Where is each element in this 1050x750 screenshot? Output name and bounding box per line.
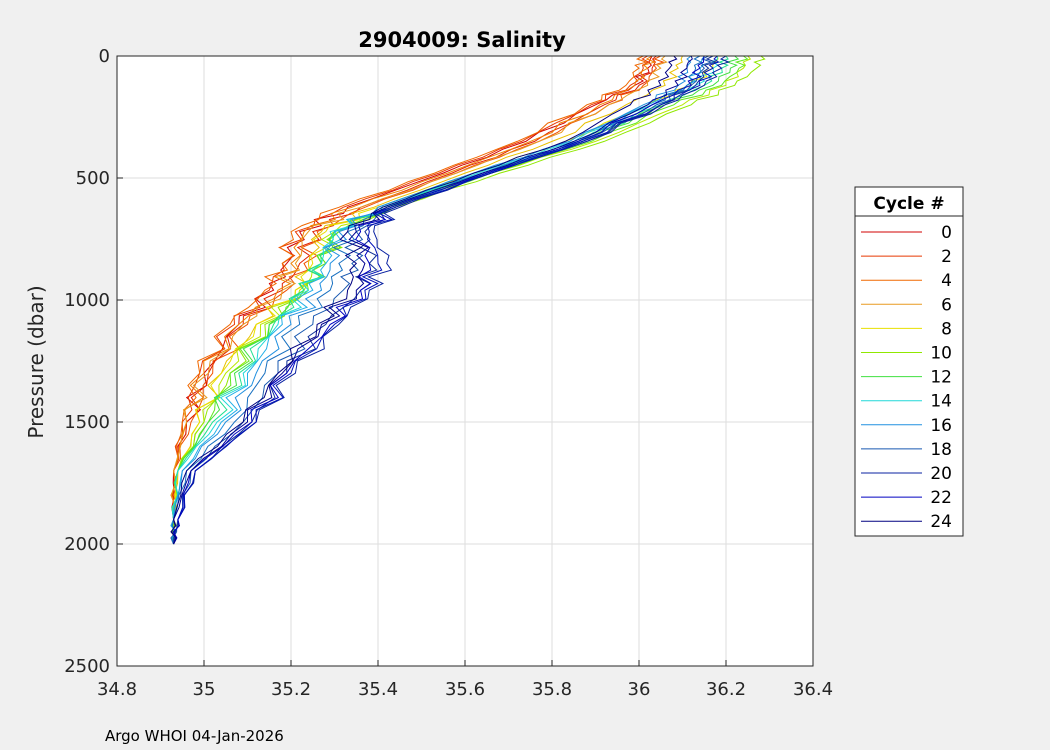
legend-label: 4 [941, 271, 952, 291]
series-group [170, 55, 766, 545]
x-tick-label: 36.2 [706, 679, 746, 700]
series-line-cycle-21 [173, 55, 720, 545]
series-line-cycle-4 [170, 55, 649, 545]
series-line-cycle-7 [170, 55, 683, 545]
legend-label: 18 [930, 440, 952, 460]
series-line-cycle-13 [170, 55, 729, 545]
x-axis-ticks: 34.8 35 35.2 35.4 35.6 35.8 36 36.2 36.4 [97, 660, 833, 700]
y-tick-label: 1000 [64, 290, 110, 311]
x-tick-label: 35.4 [358, 679, 398, 700]
footer-credit: Argo WHOI 04-Jan-2026 [105, 727, 284, 745]
legend-label: 6 [941, 295, 952, 315]
legend-label: 0 [941, 223, 952, 243]
x-tick-label: 34.8 [97, 679, 137, 700]
x-tick-label: 35.8 [532, 679, 572, 700]
chart-title: 2904009: Salinity [358, 28, 566, 52]
y-tick-label: 2500 [64, 656, 110, 677]
series-line-cycle-24 [170, 55, 678, 545]
series-line-cycle-10 [171, 55, 766, 545]
legend-label: 16 [930, 416, 952, 436]
legend-label: 12 [930, 368, 952, 388]
y-tick-label: 2000 [64, 534, 110, 555]
series-line-cycle-20 [173, 55, 731, 545]
legend-label: 20 [930, 464, 952, 484]
y-tick-label: 0 [99, 46, 110, 67]
x-tick-label: 35.6 [445, 679, 485, 700]
series-line-cycle-6 [170, 55, 668, 545]
legend-label: 10 [930, 344, 952, 364]
y-tick-label: 500 [76, 168, 110, 189]
x-tick-label: 36 [628, 679, 651, 700]
series-line-cycle-22 [172, 55, 705, 545]
x-tick-label: 35.2 [271, 679, 311, 700]
legend-label: 22 [930, 488, 952, 508]
x-tick-label: 36.4 [793, 679, 833, 700]
legend-label: 24 [930, 512, 952, 532]
legend-label: 14 [930, 392, 952, 412]
y-axis-label: Pressure (dbar) [24, 285, 48, 438]
y-axis-ticks: 0 500 1000 1500 2000 2500 [64, 46, 123, 677]
series-line-cycle-17 [170, 55, 703, 545]
series-line-cycle-18 [172, 55, 713, 545]
legend-label: 2 [941, 247, 952, 267]
legend-title: Cycle # [873, 194, 944, 214]
series-line-cycle-5 [170, 55, 657, 545]
series-line-cycle-16 [170, 55, 692, 545]
legend-label: 8 [941, 319, 952, 339]
series-line-cycle-1 [170, 55, 657, 545]
x-tick-label: 35 [193, 679, 216, 700]
y-tick-label: 1500 [64, 412, 110, 433]
legend-box [854, 186, 964, 537]
series-line-cycle-23 [170, 55, 693, 545]
